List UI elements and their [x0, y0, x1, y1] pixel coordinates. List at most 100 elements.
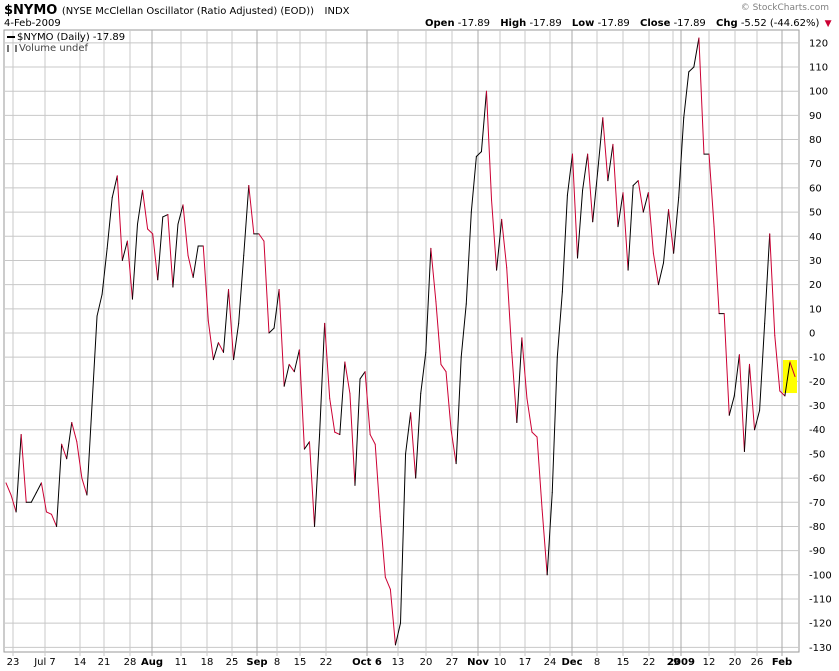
series-segment [571, 153, 579, 259]
series-segment [516, 337, 523, 423]
x-tick-label: Feb [772, 657, 792, 668]
series-segment [30, 492, 37, 503]
x-tick-label: 12 [703, 657, 716, 668]
x-tick-label: 20 [729, 657, 742, 668]
series-segment [435, 301, 442, 365]
series-segment [61, 443, 68, 460]
series-segment [789, 361, 796, 378]
series-segment [420, 351, 427, 394]
horizontal-gridlines [5, 42, 799, 648]
series-segment [450, 429, 457, 465]
y-axis: 1201101009080706050403020100-10-20-30-40… [809, 38, 832, 654]
x-tick-label: 29 [667, 657, 680, 668]
series-segment [556, 291, 563, 358]
series-segment [566, 153, 573, 196]
series-segment [182, 204, 189, 257]
series-segment [410, 412, 417, 479]
series-segment [445, 371, 452, 431]
series-segment [56, 443, 63, 527]
series-segment [546, 492, 553, 576]
series-segment [293, 349, 300, 373]
series-segment [298, 349, 305, 450]
series-segment [142, 189, 149, 230]
series-segment [506, 267, 513, 353]
series-segment [733, 354, 740, 397]
series-segment [400, 453, 407, 624]
series-segment [314, 434, 321, 527]
series-segment [784, 361, 791, 397]
x-tick-label: 13 [392, 657, 405, 668]
chart-legend: $NYMO (Daily) -17.89 Volume undef [7, 32, 125, 54]
series-segment [713, 226, 720, 315]
series-segment [688, 66, 695, 73]
y-tick-label: 70 [809, 159, 822, 170]
series-segment [167, 214, 174, 288]
x-tick-label: 15 [294, 657, 307, 668]
y-tick-label: -20 [809, 377, 825, 388]
y-tick-label: 80 [809, 135, 822, 146]
series-segment [723, 313, 730, 416]
x-tick-label: 2009 [667, 657, 695, 668]
series-segment [693, 37, 700, 68]
series-segment [324, 322, 331, 399]
close-label: Close [640, 18, 671, 29]
legend-volume-label: Volume undef [19, 43, 89, 54]
series-segment [577, 189, 584, 259]
series-segment [187, 255, 194, 278]
series-segment [415, 392, 422, 479]
series-segment [126, 240, 133, 300]
y-tick-label: -90 [809, 546, 825, 557]
change-value: -5.52 (-44.62%) [740, 18, 820, 29]
series-segment [228, 288, 235, 361]
series-segment [278, 288, 285, 387]
x-tick-label: 8 [594, 657, 600, 668]
series-segment [511, 351, 518, 423]
series-segment [131, 223, 138, 300]
series-segment [627, 185, 634, 271]
open-value: -17.89 [457, 18, 490, 29]
series-segment [364, 371, 371, 436]
y-tick-label: -120 [809, 619, 832, 630]
series-segment [602, 117, 609, 182]
y-tick-label: -110 [809, 594, 832, 605]
high-value: -17.89 [529, 18, 562, 29]
x-tick-label: 11 [175, 657, 188, 668]
x-tick-label: 23 [7, 657, 20, 668]
y-tick-label: -80 [809, 522, 825, 533]
x-tick-label: Dec [561, 657, 582, 668]
series-segment [192, 245, 199, 278]
x-tick-label: 18 [201, 657, 214, 668]
series-segment [673, 197, 680, 254]
series-segment [374, 443, 381, 518]
x-tick-label: Jul 7 [33, 657, 56, 668]
series-segment [637, 180, 644, 213]
y-tick-label: -70 [809, 498, 825, 509]
y-tick-label: -40 [809, 425, 825, 436]
series-segment [177, 204, 184, 225]
series-segment [769, 233, 776, 336]
x-tick-label: 21 [98, 657, 111, 668]
y-tick-label: -130 [809, 643, 832, 654]
y-tick-label: 40 [809, 232, 822, 243]
series-segment [344, 361, 351, 394]
series-segment [460, 303, 467, 358]
y-tick-label: 20 [809, 280, 822, 291]
series-segment [663, 209, 670, 264]
plot-frame [3, 29, 800, 653]
series-segment [774, 334, 781, 392]
high-label: High [500, 18, 527, 29]
legend-volume: Volume undef [7, 43, 125, 54]
series-segment [147, 228, 154, 235]
series-segment [698, 37, 705, 155]
series-segment [764, 233, 771, 324]
series-segment [389, 588, 396, 646]
x-tick-label: Oct 6 [352, 657, 382, 668]
y-tick-label: 60 [809, 183, 822, 194]
series-segment [15, 434, 22, 513]
vertical-gridlines [12, 30, 783, 656]
x-tick-label: 10 [494, 657, 507, 668]
series-segment [405, 412, 412, 455]
series-segment [394, 622, 401, 646]
series-segment [475, 151, 482, 157]
x-tick-label: Sep [246, 657, 267, 668]
